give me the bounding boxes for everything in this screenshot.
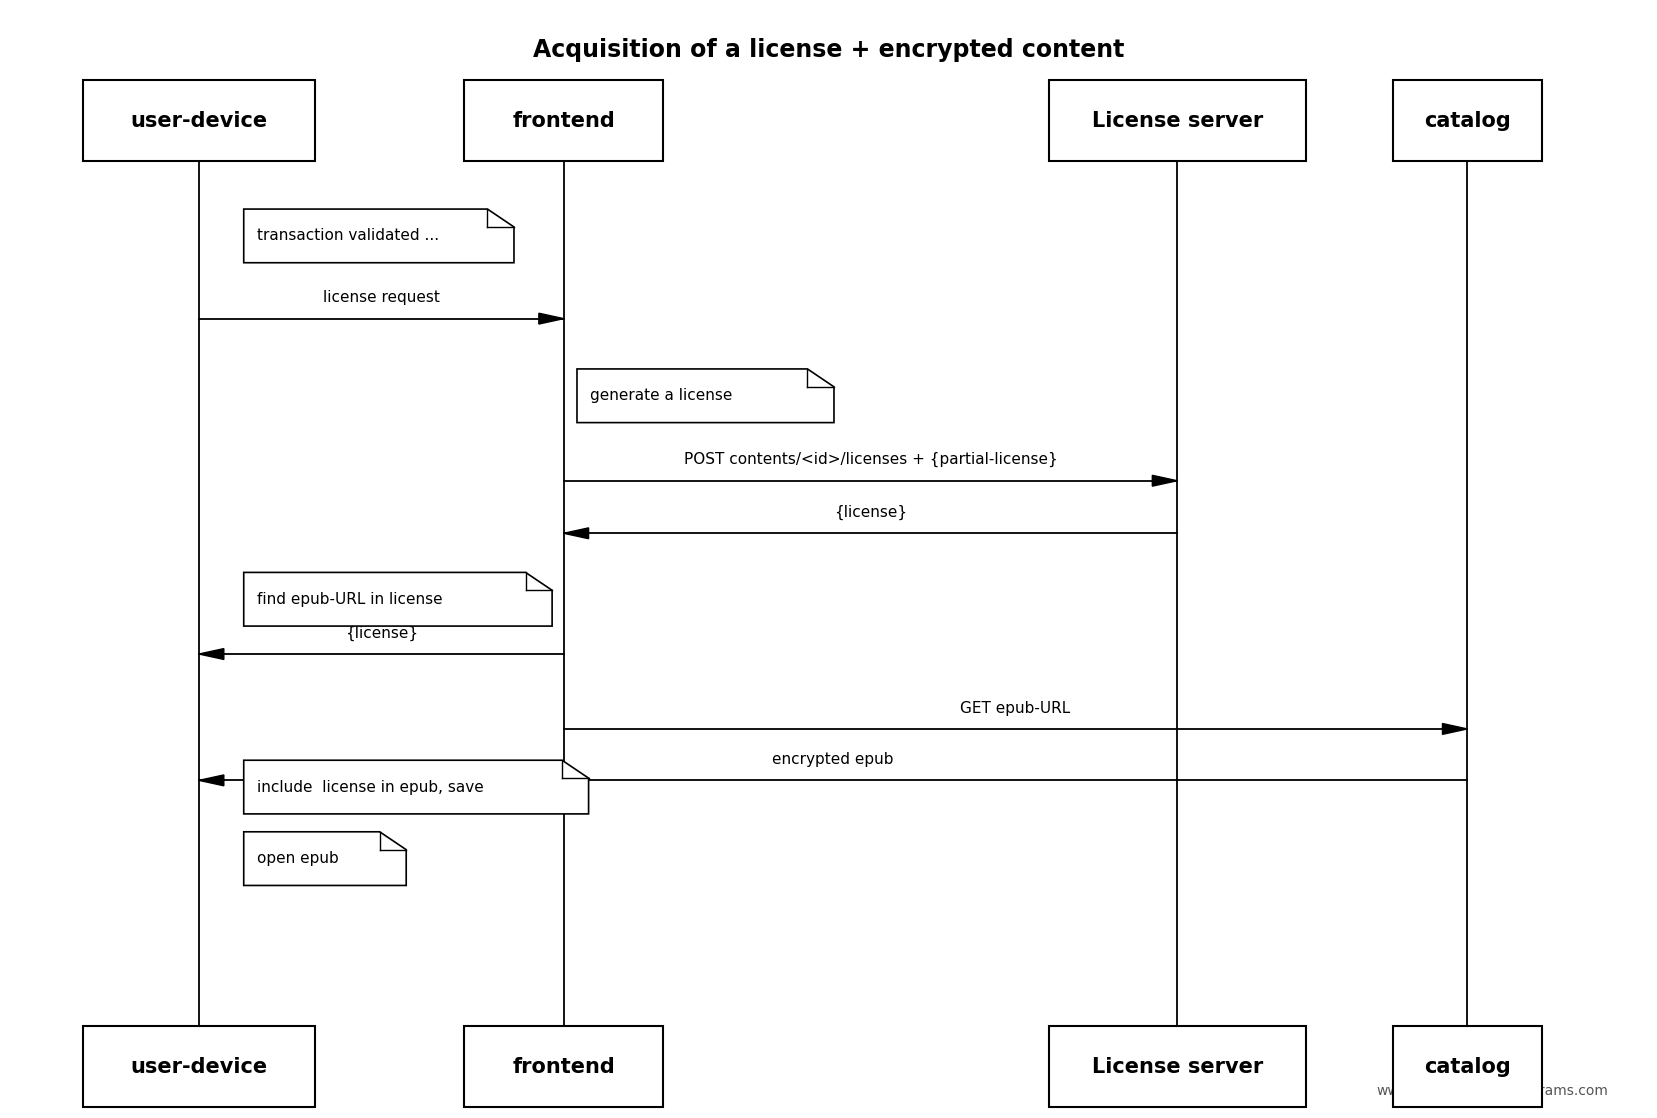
Bar	[1392, 1026, 1541, 1107]
Polygon shape	[577, 369, 833, 423]
Bar	[464, 1026, 663, 1107]
Text: POST contents/<id>/licenses + {partial-license}: POST contents/<id>/licenses + {partial-l…	[683, 452, 1057, 467]
Text: License server: License server	[1090, 1057, 1263, 1077]
Bar	[83, 1026, 315, 1107]
Text: catalog: catalog	[1423, 1057, 1510, 1077]
Polygon shape	[563, 528, 588, 539]
Text: {license}: {license}	[833, 504, 906, 520]
Text: transaction validated ...: transaction validated ...	[257, 228, 439, 244]
Text: GET epub-URL: GET epub-URL	[959, 701, 1070, 716]
Bar	[464, 80, 663, 161]
Polygon shape	[244, 760, 588, 814]
Polygon shape	[199, 775, 224, 786]
Text: frontend: frontend	[512, 1057, 615, 1077]
Bar	[1047, 1026, 1306, 1107]
Text: encrypted epub: encrypted epub	[772, 752, 893, 767]
Text: include  license in epub, save: include license in epub, save	[257, 779, 484, 795]
Bar	[83, 80, 315, 161]
Text: License server: License server	[1090, 111, 1263, 131]
Text: www.websequencediagrams.com: www.websequencediagrams.com	[1375, 1083, 1607, 1098]
Text: generate a license: generate a license	[590, 388, 732, 404]
Text: catalog: catalog	[1423, 111, 1510, 131]
Polygon shape	[244, 572, 552, 626]
Text: {license}: {license}	[345, 625, 418, 641]
Text: license request: license request	[323, 291, 439, 305]
Bar	[1392, 80, 1541, 161]
Text: open epub: open epub	[257, 851, 338, 866]
Polygon shape	[244, 209, 514, 263]
Polygon shape	[1442, 723, 1466, 735]
Text: user-device: user-device	[131, 111, 267, 131]
Bar	[1047, 80, 1306, 161]
Text: user-device: user-device	[131, 1057, 267, 1077]
Polygon shape	[539, 313, 563, 324]
Polygon shape	[199, 648, 224, 660]
Text: Acquisition of a license + encrypted content: Acquisition of a license + encrypted con…	[534, 38, 1123, 63]
Polygon shape	[1152, 475, 1176, 486]
Polygon shape	[244, 832, 406, 885]
Text: frontend: frontend	[512, 111, 615, 131]
Text: find epub-URL in license: find epub-URL in license	[257, 591, 442, 607]
